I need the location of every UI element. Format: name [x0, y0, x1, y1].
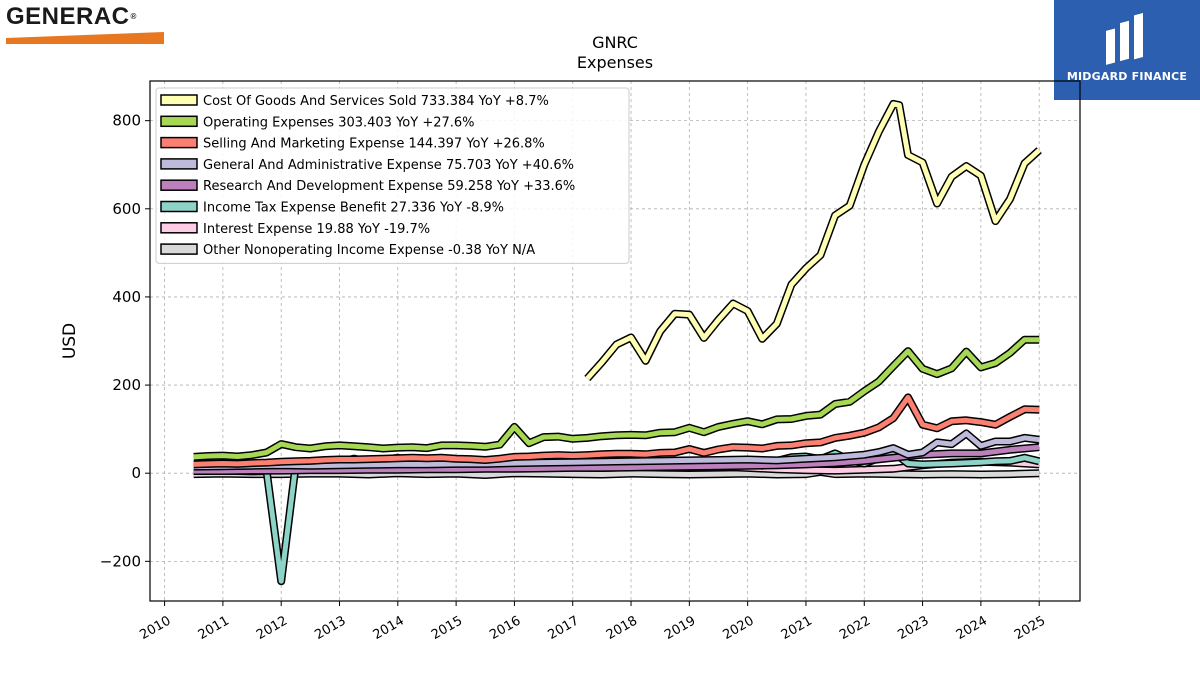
y-tick-label: 800	[112, 112, 141, 130]
x-tick-label: 2012	[254, 613, 290, 643]
legend-label: Selling And Marketing Expense 144.397 Yo…	[203, 137, 545, 152]
legend-label: Other Nonoperating Income Expense -0.38 …	[203, 243, 535, 258]
midgard-finance-logo: MIDGARD FINANCE	[1054, 0, 1200, 100]
x-tick-label: 2024	[954, 613, 990, 643]
legend-swatch	[160, 222, 198, 234]
chart-title-block: GNRC Expenses	[465, 33, 765, 73]
y-tick-label: 400	[112, 288, 141, 306]
chart-title: GNRC	[592, 33, 638, 52]
x-tick-label: 2014	[371, 613, 407, 643]
x-tick-label: 2019	[662, 613, 698, 643]
y-tick-label: 200	[112, 376, 141, 394]
chart-subtitle: Expenses	[576, 53, 654, 72]
legend-swatch	[160, 179, 198, 191]
legend-swatch	[160, 115, 198, 128]
x-tick-label: 2023	[895, 613, 931, 643]
series-line	[193, 394, 1040, 467]
legend-label: Operating Expenses 303.403 YoY +27.6%	[203, 115, 475, 130]
generac-logo: GENERAC®	[6, 4, 176, 44]
x-tick-label: 2011	[196, 613, 232, 643]
series-lines	[193, 99, 1042, 586]
y-tick-label: −200	[100, 552, 141, 570]
legend-label: General And Administrative Expense 75.70…	[203, 158, 574, 173]
y-axis-label: USD	[60, 323, 80, 359]
legend-swatch	[160, 200, 198, 213]
legend-box	[155, 87, 630, 264]
legend-label: Research And Development Expense 59.258 …	[203, 179, 575, 194]
x-tick-label: 2013	[312, 613, 348, 643]
legend-swatch	[160, 243, 198, 255]
legend: Cost Of Goods And Services Sold 733.384 …	[155, 87, 630, 264]
midgard-finance-name: MIDGARD FINANCE	[1066, 70, 1188, 83]
legend-label: Income Tax Expense Benefit 27.336 YoY -8…	[203, 201, 504, 216]
midgard-emblem-icon	[1106, 13, 1143, 65]
x-tick-label: 2020	[720, 613, 756, 643]
legend-swatch	[160, 158, 198, 170]
legend-label: Cost Of Goods And Services Sold 733.384 …	[203, 94, 549, 109]
x-tick-label: 2021	[779, 613, 815, 643]
series-line	[193, 337, 1040, 460]
x-tick-label: 2015	[429, 613, 465, 643]
x-tick-label: 2017	[546, 613, 582, 643]
x-tick-label: 2016	[487, 613, 523, 643]
series-line	[193, 431, 1040, 470]
x-tick-label: 2010	[137, 613, 173, 643]
plot-frame	[149, 80, 1081, 602]
generac-logo-text: GENERAC®	[6, 3, 137, 30]
series-line	[585, 101, 1041, 381]
x-tick-label: 2025	[1012, 613, 1048, 643]
y-tick-label: 600	[112, 200, 141, 218]
series-line	[193, 444, 1040, 474]
x-tick-label: 2022	[837, 613, 873, 643]
x-tick-label: 2018	[604, 613, 640, 643]
legend-swatch	[160, 136, 198, 149]
legend-label: Interest Expense 19.88 YoY -19.7%	[203, 222, 430, 237]
legend-swatch	[160, 94, 198, 106]
y-tick-label: 0	[131, 464, 141, 482]
